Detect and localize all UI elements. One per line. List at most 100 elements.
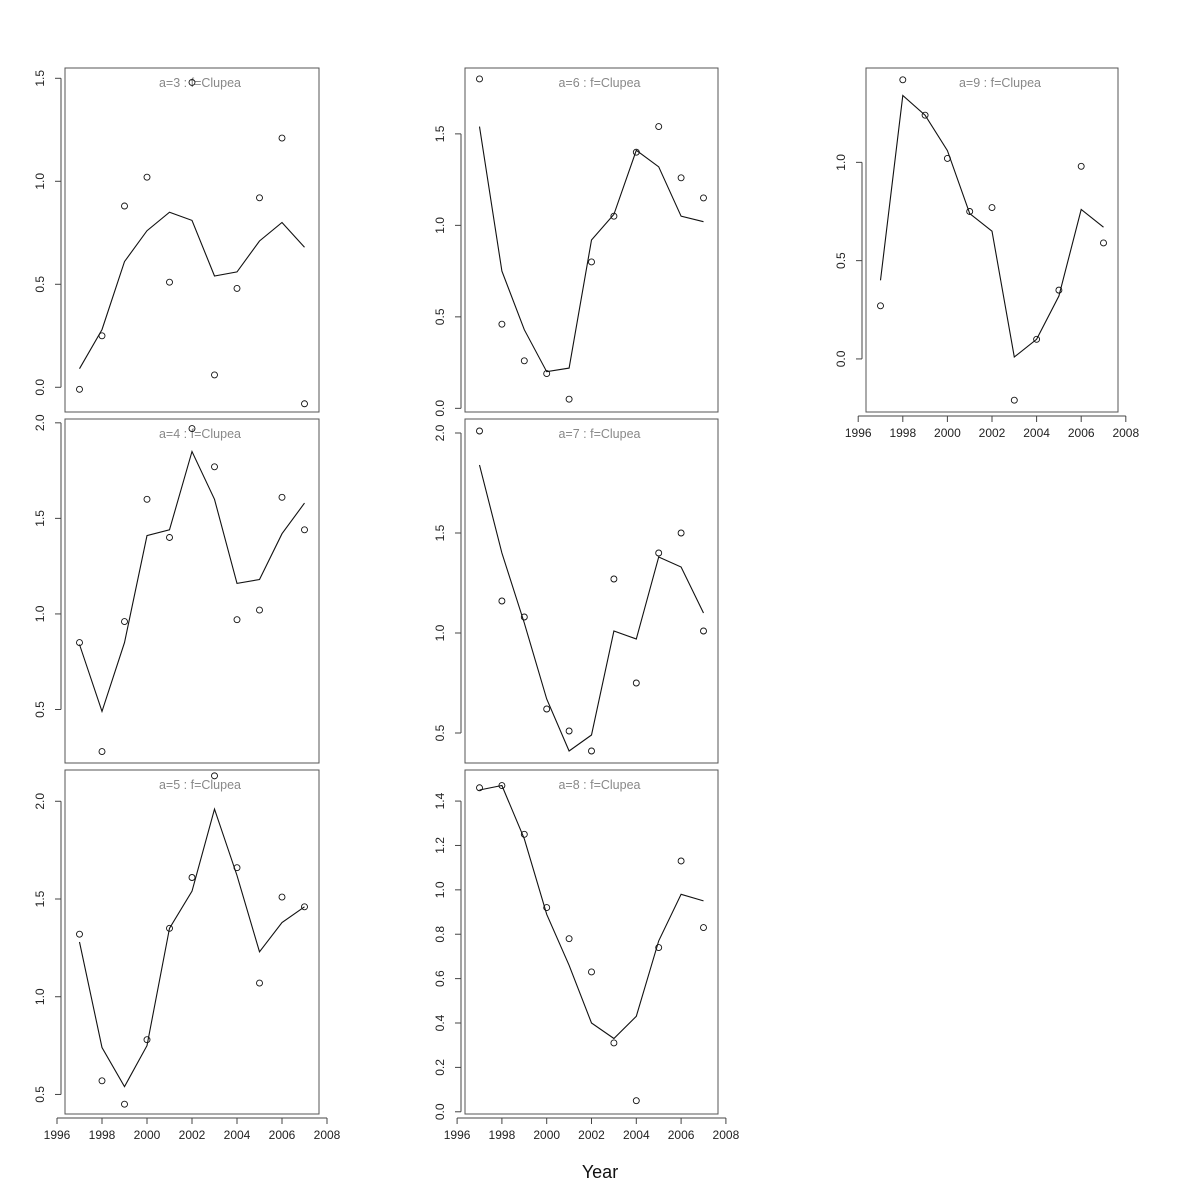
data-point [233,284,241,292]
panel-title: a=7 : f=Clupea [558,427,640,441]
y-tick-label: 1.5 [33,510,47,527]
x-tick-label: 2000 [934,426,961,440]
y-tick-label: 0.4 [433,1014,447,1031]
observed-points [76,78,308,408]
data-point [543,904,551,912]
data-point [188,425,196,433]
data-point [498,782,506,789]
x-tick-label: 2004 [1023,426,1050,440]
data-point [476,75,483,83]
data-point [166,534,173,541]
fitted-line [78,807,305,1088]
y-tick-label: 0.5 [33,1086,47,1103]
data-point [1055,286,1063,294]
plot-frame [464,418,719,764]
data-point [1100,239,1107,247]
y-axis: 0.0 0.5 1.0 1.5 [33,70,62,396]
data-point [211,463,218,471]
data-point [98,332,106,340]
panel-7: a=9 : f=Clupea 0.0 0.5 1.0 1996 1998 2000 2002 2… [834,67,1139,440]
panel-4: a=6 : f=Clupea 0.0 0.5 1.0 1.5 [433,67,719,417]
x-tick-label: 1996 [444,1128,471,1142]
y-tick-label: 0.5 [834,252,848,269]
data-point [543,370,551,378]
y-tick-label: 1.5 [433,125,447,142]
x-tick-label: 2008 [713,1128,740,1142]
data-point [278,493,286,501]
data-point [632,679,640,687]
data-point [565,727,573,735]
y-axis: 0.0 0.5 1.0 [834,154,863,367]
data-point [610,212,618,220]
data-point [278,893,286,901]
data-point [1077,162,1085,170]
data-point [655,944,663,951]
plot-frame [464,67,719,413]
plot-frame [64,67,320,413]
y-tick-label: 0.5 [33,276,47,293]
panel-title: a=5 : f=Clupea [159,778,241,792]
panel-5: a=7 : f=Clupea 0.5 1.0 1.5 2.0 [433,418,719,764]
data-point [610,1039,618,1047]
y-tick-label: 1.5 [33,890,47,907]
fitted-line [478,126,704,373]
data-point [211,371,218,379]
data-point [166,924,173,932]
x-tick-label: 2000 [533,1128,560,1142]
data-point [588,258,595,266]
y-tick-label: 1.2 [433,837,447,854]
data-point [476,784,483,792]
data-point [632,1097,640,1105]
data-point [188,78,196,86]
x-tick-label: 2006 [668,1128,695,1142]
data-point [543,705,551,713]
y-tick-label: 0.6 [433,970,447,987]
data-point [98,748,106,755]
y-tick-label: 0.5 [433,308,447,325]
y-tick-label: 0.8 [433,926,447,943]
data-point [520,830,528,838]
x-tick-label: 2000 [134,1128,161,1142]
y-tick-label: 0.2 [433,1059,447,1076]
observed-points [76,772,308,1108]
data-point [301,903,308,911]
x-tick-label: 2002 [179,1128,206,1142]
data-point [301,526,308,534]
data-point [166,278,173,286]
data-point [233,864,241,872]
observed-points [476,75,707,403]
data-point [588,747,595,755]
x-axis: 1996 1998 2000 2002 2004 2006 2008 [44,1117,341,1142]
plot-frame [64,769,320,1115]
fitted-line [478,464,704,752]
y-tick-label: 0.0 [433,1103,447,1120]
data-point [610,575,618,583]
panel-title: a=3 : f=Clupea [159,76,241,90]
fitted-line [479,784,704,1040]
data-point [143,173,151,181]
data-point [256,194,263,202]
y-tick-label: 1.0 [433,881,447,898]
y-axis: 0.5 1.0 1.5 2.0 [433,424,462,741]
x-tick-label: 2006 [269,1128,296,1142]
data-point [256,979,263,987]
data-point [700,627,707,635]
panel-title: a=4 : f=Clupea [159,427,241,441]
data-point [700,194,707,202]
y-axis: 0.5 1.0 1.5 2.0 [33,793,62,1103]
data-point [588,968,595,976]
data-point [655,123,663,131]
data-point [877,302,884,310]
x-tick-label: 2004 [224,1128,251,1142]
y-tick-label: 1.0 [834,154,848,171]
data-point [143,1036,151,1044]
fitted-line [78,449,305,714]
data-point [498,320,506,328]
data-point [121,202,128,210]
observed-points [877,76,1107,404]
x-tick-label: 1996 [845,426,872,440]
panel-6: a=8 : f=Clupea 0.0 0.2 0.4 0.6 0.8 1.0 1.2 1.4 19… [433,769,740,1142]
observed-points [476,427,707,755]
